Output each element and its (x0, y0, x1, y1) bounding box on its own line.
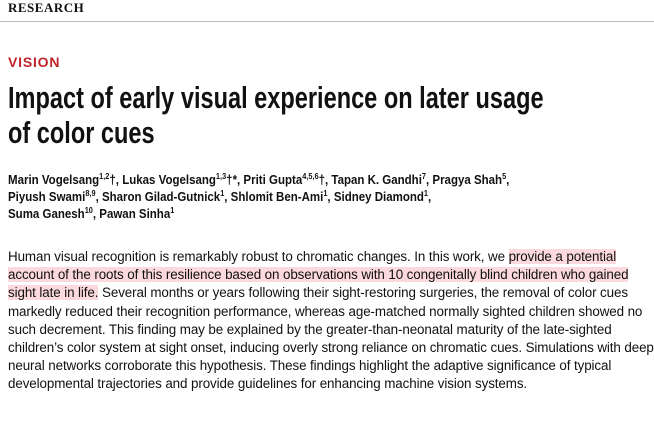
author-note: , (428, 190, 432, 204)
author-affiliation: 10 (84, 205, 93, 215)
author-note: , (224, 190, 231, 204)
author-name: Shlomit Ben-Ami (230, 190, 324, 204)
author-name: Sidney Diamond (333, 190, 424, 204)
author-line: Suma Ganesh10, Pawan Sinha1 (8, 206, 509, 223)
author-note: , (92, 207, 100, 221)
author-affiliation: 1,2 (99, 171, 110, 181)
author-note: †, (318, 173, 332, 187)
abstract-text: Several months or years following their … (8, 285, 654, 392)
author-affiliation: 4,5,6 (302, 171, 319, 181)
author-affiliation: 1 (220, 188, 225, 198)
title-line: of color cues (8, 115, 155, 150)
author-line: Marin Vogelsang1,2†, Lukas Vogelsang1,3†… (8, 172, 509, 189)
section-label: RESEARCH (8, 0, 85, 15)
author-affiliation: 7 (421, 171, 427, 181)
author-name: Pragya Shah (432, 173, 503, 187)
author-note: , (95, 190, 102, 204)
author-name: Pawan Sinha (99, 207, 171, 221)
author-name: Tapan K. Gandhi (331, 173, 422, 187)
author-name: Priti Gupta (243, 173, 303, 187)
authors: Marin Vogelsang1,2†, Lukas Vogelsang1,3†… (8, 172, 553, 223)
author-name: Sharon Gilad-Gutnick (101, 190, 221, 204)
category: VISION (8, 54, 61, 70)
author-note: †*, (226, 173, 244, 187)
author-note: †, (109, 173, 123, 187)
abstract-text: Human visual recognition is remarkably r… (8, 249, 509, 264)
author-name: Piyush Swami (8, 190, 86, 204)
author-affiliation: 8,9 (85, 188, 96, 198)
author-name: Marin Vogelsang (8, 173, 100, 187)
author-note: , (426, 173, 433, 187)
author-affiliation: 1,3 (215, 171, 227, 181)
author-affiliation: 5 (502, 171, 507, 181)
author-affiliation: 1 (423, 188, 429, 198)
abstract: Human visual recognition is remarkably r… (8, 248, 654, 394)
title: Impact of early visual experience on lat… (8, 80, 654, 150)
author-note: , (327, 190, 334, 204)
author-affiliation: 1 (170, 205, 175, 215)
rule (0, 21, 654, 22)
author-name: Suma Ganesh (8, 207, 85, 221)
author-note: , (506, 173, 510, 187)
author-name: Lukas Vogelsang (122, 173, 216, 187)
author-affiliation: 1 (323, 188, 328, 198)
author-line: Piyush Swami8,9, Sharon Gilad-Gutnick1, … (8, 189, 509, 206)
title-line: Impact of early visual experience on lat… (8, 80, 544, 115)
